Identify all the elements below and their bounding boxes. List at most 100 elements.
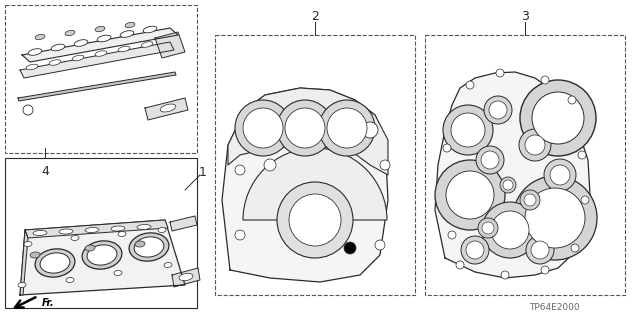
Circle shape	[448, 231, 456, 239]
Circle shape	[489, 101, 507, 119]
Bar	[5, 158, 197, 308]
Circle shape	[531, 241, 549, 259]
Ellipse shape	[141, 42, 153, 47]
Ellipse shape	[40, 253, 70, 273]
Polygon shape	[170, 216, 197, 231]
Ellipse shape	[85, 245, 95, 251]
Ellipse shape	[179, 273, 193, 281]
Circle shape	[519, 129, 551, 161]
Ellipse shape	[160, 104, 176, 112]
Circle shape	[285, 108, 325, 148]
Text: 3: 3	[521, 10, 529, 23]
Circle shape	[525, 188, 585, 248]
Circle shape	[491, 211, 529, 249]
Ellipse shape	[164, 263, 172, 268]
Polygon shape	[145, 98, 188, 120]
Circle shape	[380, 160, 390, 170]
Polygon shape	[435, 72, 590, 278]
Circle shape	[541, 266, 549, 274]
Ellipse shape	[125, 22, 135, 28]
Circle shape	[513, 176, 597, 260]
Ellipse shape	[24, 241, 32, 247]
Ellipse shape	[51, 44, 65, 51]
Circle shape	[327, 108, 367, 148]
Ellipse shape	[95, 51, 107, 56]
Polygon shape	[25, 220, 168, 238]
Polygon shape	[20, 220, 185, 295]
Ellipse shape	[35, 34, 45, 40]
Text: TP64E2000: TP64E2000	[529, 303, 580, 312]
Ellipse shape	[87, 245, 117, 265]
Circle shape	[481, 151, 499, 169]
Wedge shape	[243, 148, 387, 220]
Ellipse shape	[118, 232, 126, 236]
Ellipse shape	[49, 60, 61, 65]
Circle shape	[264, 159, 276, 171]
Polygon shape	[18, 72, 176, 101]
Circle shape	[526, 236, 554, 264]
Circle shape	[289, 194, 341, 246]
Circle shape	[520, 190, 540, 210]
Circle shape	[466, 81, 474, 89]
Ellipse shape	[71, 235, 79, 241]
Polygon shape	[172, 268, 200, 287]
Bar	[5, 5, 197, 153]
Circle shape	[541, 76, 549, 84]
Text: 2: 2	[311, 10, 319, 23]
Circle shape	[550, 165, 570, 185]
Polygon shape	[20, 230, 28, 295]
Circle shape	[319, 100, 375, 156]
Text: 4: 4	[41, 165, 49, 178]
Ellipse shape	[95, 26, 105, 32]
Circle shape	[451, 113, 485, 147]
Ellipse shape	[120, 31, 134, 37]
Circle shape	[277, 182, 353, 258]
Circle shape	[461, 236, 489, 264]
Circle shape	[571, 244, 579, 252]
Circle shape	[581, 196, 589, 204]
Circle shape	[568, 96, 576, 104]
Ellipse shape	[97, 35, 111, 42]
Circle shape	[362, 122, 378, 138]
Circle shape	[443, 105, 493, 155]
Text: Fr.: Fr.	[42, 298, 54, 308]
Ellipse shape	[33, 230, 47, 235]
Ellipse shape	[72, 55, 84, 61]
Ellipse shape	[134, 237, 164, 257]
Polygon shape	[22, 28, 178, 62]
Circle shape	[496, 69, 504, 77]
Circle shape	[235, 100, 291, 156]
Ellipse shape	[18, 283, 26, 287]
Circle shape	[435, 160, 505, 230]
Text: 1: 1	[199, 166, 207, 179]
Circle shape	[443, 144, 451, 152]
Circle shape	[23, 105, 33, 115]
Polygon shape	[228, 88, 388, 175]
Polygon shape	[222, 88, 388, 282]
Ellipse shape	[35, 249, 75, 277]
Circle shape	[525, 135, 545, 155]
Circle shape	[532, 92, 584, 144]
Ellipse shape	[111, 226, 125, 231]
Ellipse shape	[59, 229, 73, 234]
Circle shape	[375, 240, 385, 250]
Ellipse shape	[143, 26, 157, 33]
Ellipse shape	[30, 252, 40, 258]
Circle shape	[544, 159, 576, 191]
Circle shape	[482, 222, 494, 234]
Ellipse shape	[85, 227, 99, 233]
Polygon shape	[155, 32, 185, 58]
Circle shape	[503, 180, 513, 190]
Circle shape	[446, 171, 494, 219]
Ellipse shape	[65, 30, 75, 36]
Ellipse shape	[118, 46, 130, 52]
Circle shape	[478, 218, 498, 238]
Ellipse shape	[137, 225, 151, 230]
Circle shape	[501, 271, 509, 279]
Ellipse shape	[114, 271, 122, 276]
Circle shape	[235, 165, 245, 175]
Circle shape	[482, 202, 538, 258]
Circle shape	[277, 100, 333, 156]
Ellipse shape	[82, 241, 122, 269]
Ellipse shape	[135, 241, 145, 247]
